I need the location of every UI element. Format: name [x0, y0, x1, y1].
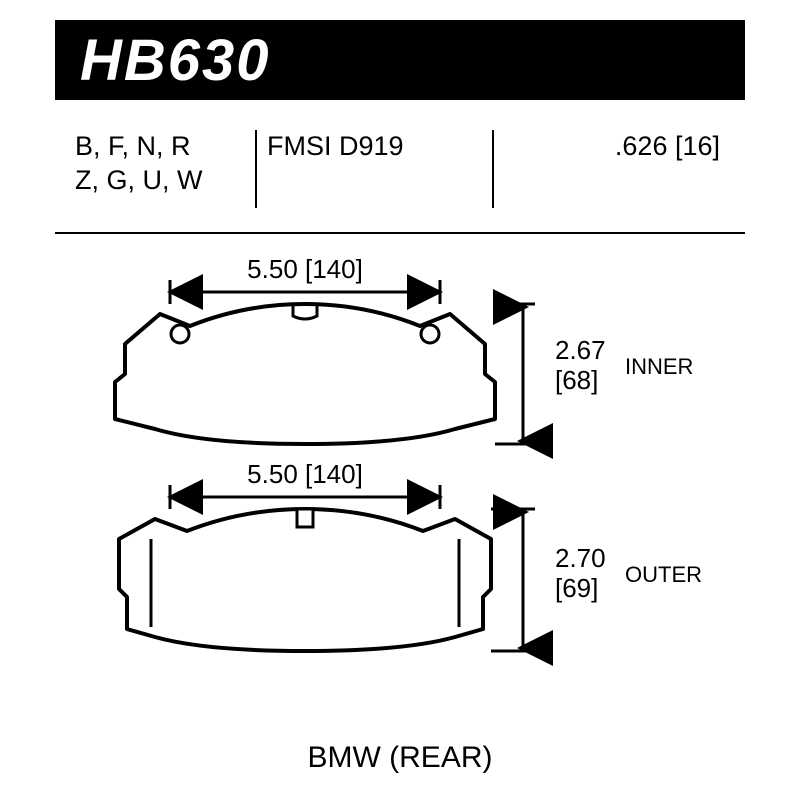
title-band: HB630 [55, 20, 745, 100]
part-number-title: HB630 [80, 27, 271, 94]
outer-height-mm: [69] [555, 573, 598, 603]
outer-pad-outline [119, 509, 491, 651]
outer-side-label: OUTER [625, 562, 702, 587]
spec-fmsi: FMSI D919 [257, 130, 492, 164]
page-root: HB630 B, F, N, R Z, G, U, W FMSI D919 .6… [0, 0, 800, 800]
spec-thickness: .626 [16] [494, 130, 745, 164]
outer-pad-group: 5.50 [140] 2.70 [69] OUTER [119, 459, 702, 651]
spec-row: B, F, N, R Z, G, U, W FMSI D919 .626 [16… [55, 130, 745, 208]
codes-line-1: B, F, N, R [75, 130, 255, 164]
inner-width-label: 5.50 [140] [247, 254, 363, 284]
inner-pad-group: 5.50 [140] 2.67 [68] INNER [115, 254, 693, 444]
footer-vehicle-label: BMW (REAR) [55, 741, 745, 775]
inner-height-dim: 2.67 [68] INNER [495, 304, 693, 444]
inner-height-mm: [68] [555, 365, 598, 395]
outer-height-dim: 2.70 [69] OUTER [491, 509, 702, 651]
codes-line-2: Z, G, U, W [75, 164, 255, 198]
outer-width-label: 5.50 [140] [247, 459, 363, 489]
outer-height-value: 2.70 [555, 543, 606, 573]
outer-width-dim: 5.50 [140] [170, 459, 440, 509]
brake-pad-diagram: 5.50 [140] 2.67 [68] INNER [55, 234, 745, 754]
diagram-area: 5.50 [140] 2.67 [68] INNER [55, 234, 745, 754]
spec-codes: B, F, N, R Z, G, U, W [55, 130, 255, 198]
inner-side-label: INNER [625, 354, 693, 379]
thickness-value: .626 [16] [494, 130, 720, 164]
inner-height-value: 2.67 [555, 335, 606, 365]
inner-width-dim: 5.50 [140] [170, 254, 440, 304]
fmsi-value: FMSI D919 [267, 130, 492, 164]
inner-pad-outline [115, 304, 495, 444]
